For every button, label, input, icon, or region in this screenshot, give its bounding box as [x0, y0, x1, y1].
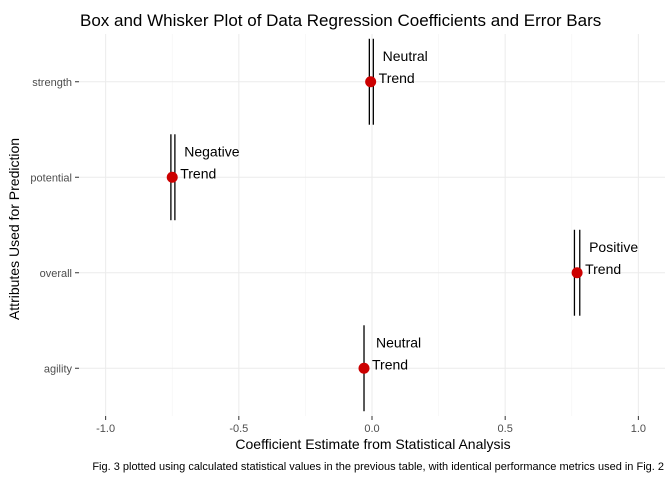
y-tick-label: strength	[32, 77, 72, 89]
point-estimate	[571, 267, 583, 279]
y-tick-label: agility	[44, 363, 73, 375]
point-estimate	[358, 362, 370, 374]
trend-label-line2: Trend	[372, 356, 408, 372]
x-tick-label: 1.0	[631, 423, 646, 435]
y-tick-label: potential	[30, 172, 72, 184]
x-axis-label: Coefficient Estimate from Statistical An…	[235, 436, 510, 452]
trend-label-line2: Trend	[180, 165, 216, 181]
figure-caption: Fig. 3 plotted using calculated statisti…	[92, 461, 664, 473]
y-axis-ticks: agility overall potential strength	[30, 77, 79, 375]
data-marks: Neutral Trend Positive Trend Negative Trend Ne…	[166, 38, 638, 412]
trend-label-line1: Neutral	[376, 334, 421, 350]
trend-label-line2: Trend	[585, 261, 621, 277]
point-estimate	[166, 171, 178, 183]
y-tick-label: overall	[40, 268, 72, 280]
x-tick-label: 0.0	[364, 423, 379, 435]
y-axis-label: Attributes Used for Prediction	[6, 138, 22, 320]
trend-label-line2: Trend	[379, 70, 415, 86]
trend-label-line1: Negative	[184, 143, 239, 159]
x-tick-label: -1.0	[96, 423, 115, 435]
point-estimate	[365, 76, 377, 88]
x-tick-label: -0.5	[229, 423, 248, 435]
trend-label-line1: Positive	[589, 239, 638, 255]
x-axis-ticks: -1.0 -0.5 0.0 0.5 1.0	[96, 416, 646, 435]
chart-title: Box and Whisker Plot of Data Regression …	[80, 11, 601, 30]
x-tick-label: 0.5	[498, 423, 513, 435]
trend-label-line1: Neutral	[383, 48, 428, 64]
